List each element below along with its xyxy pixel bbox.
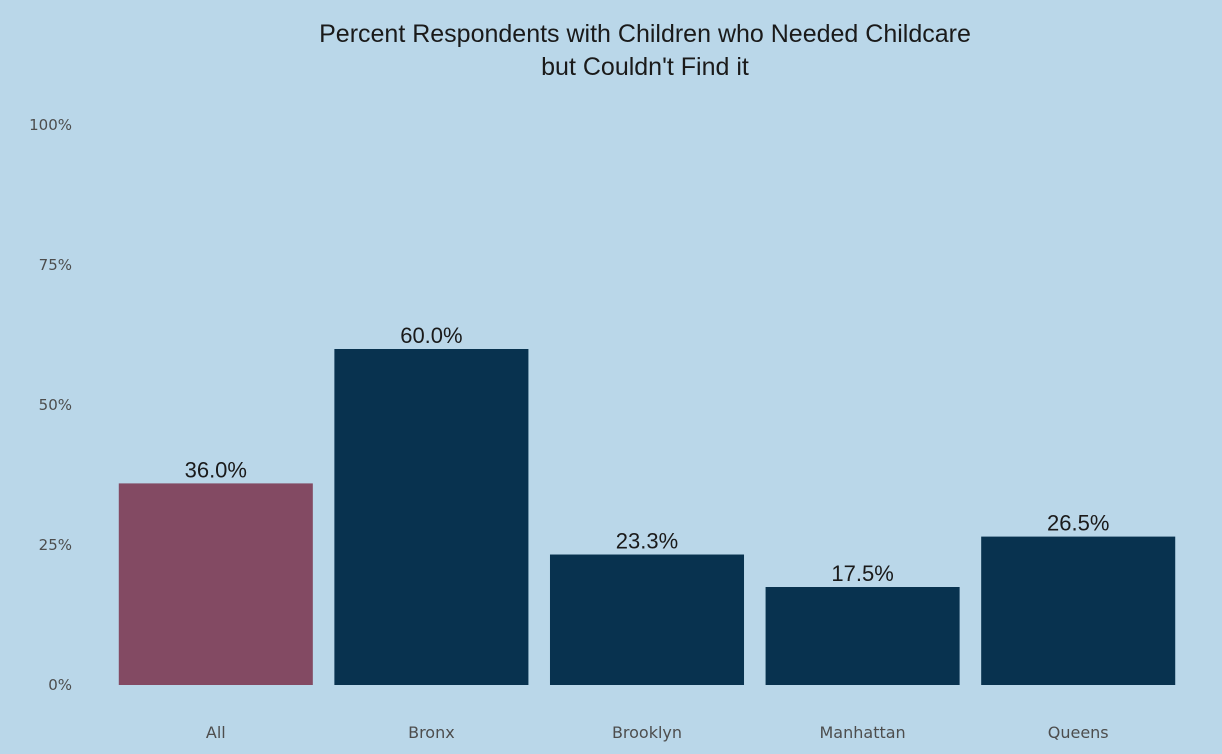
value-labels-group: 36.0% 60.0% 23.3% 17.5% 26.5% <box>185 323 1110 586</box>
value-label-all: 36.0% <box>185 457 247 482</box>
y-axis: 0% 25% 50% 75% 100% <box>29 116 72 694</box>
x-tick-label-brooklyn: Brooklyn <box>612 723 682 742</box>
x-tick-label-all: All <box>206 723 226 742</box>
y-tick-label: 50% <box>39 396 72 414</box>
x-axis: All Bronx Brooklyn Manhattan Queens <box>206 723 1109 742</box>
bar-brooklyn <box>549 554 745 685</box>
chart-subtitle: but Couldn't Find it <box>541 53 749 81</box>
value-label-queens: 26.5% <box>1047 511 1109 536</box>
x-tick-label-bronx: Bronx <box>408 723 455 742</box>
y-tick-label: 75% <box>39 256 72 274</box>
bar-queens <box>981 536 1176 685</box>
y-tick-label: 100% <box>29 116 72 134</box>
x-tick-label-manhattan: Manhattan <box>820 723 906 742</box>
bar-bronx <box>334 349 529 685</box>
y-tick-label: 25% <box>39 536 72 554</box>
bar-all <box>118 483 313 685</box>
chart-title: Percent Respondents with Children who Ne… <box>319 20 971 48</box>
value-label-brooklyn: 23.3% <box>616 529 678 554</box>
x-tick-label-queens: Queens <box>1048 723 1109 742</box>
value-label-manhattan: 17.5% <box>831 561 893 586</box>
bars-group <box>118 349 1176 685</box>
value-label-bronx: 60.0% <box>400 323 462 348</box>
y-tick-label: 0% <box>48 676 72 694</box>
bar-manhattan <box>765 587 960 685</box>
